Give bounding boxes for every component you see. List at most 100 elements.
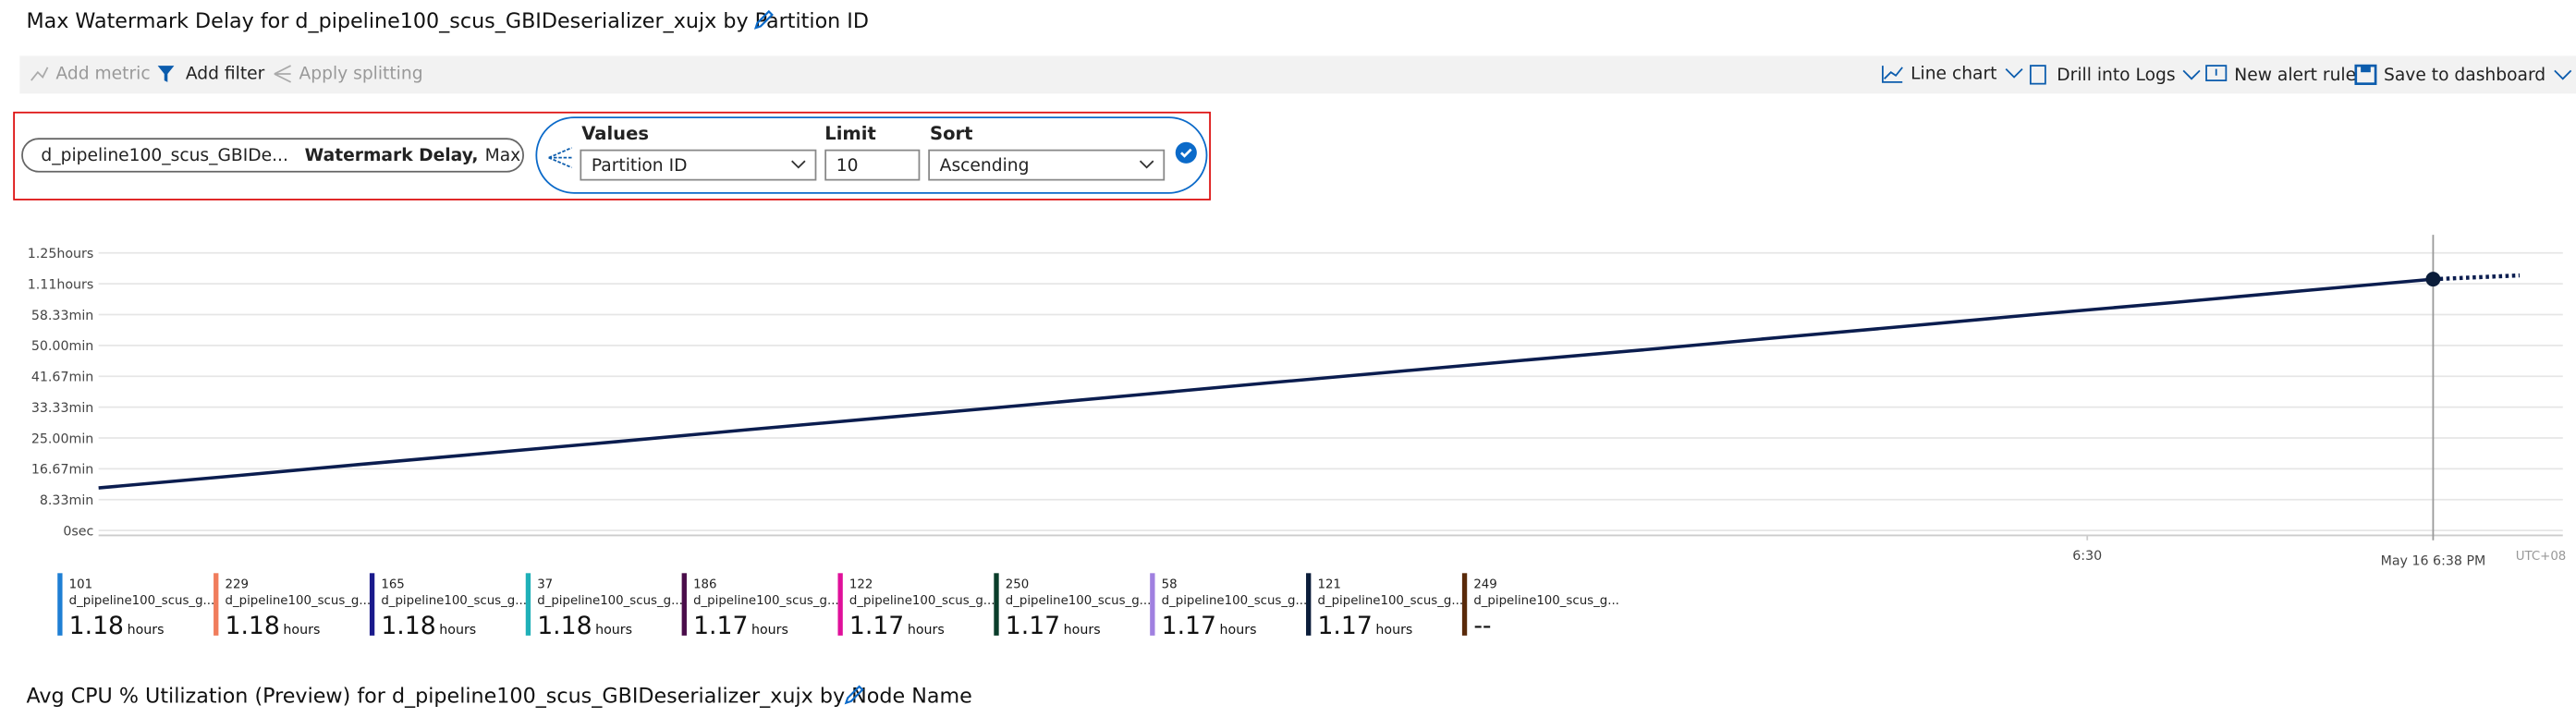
limit-label: Limit	[824, 123, 876, 145]
legend-swatch	[57, 573, 63, 636]
y-tick-label: 41.67min	[31, 371, 93, 385]
legend-unit: hours	[1064, 623, 1101, 638]
select-value: Partition ID	[591, 154, 688, 176]
y-tick-label: 25.00min	[31, 431, 93, 446]
y-tick-label: 8.33min	[40, 493, 93, 508]
apply-splitting[interactable]: Apply splitting	[273, 64, 423, 84]
button-label: Add metric	[55, 64, 151, 84]
legend-value-number: --	[1473, 612, 1491, 640]
legend-swatch	[214, 573, 219, 636]
series-line	[98, 277, 2434, 490]
new-alert-rule[interactable]: New alert rule	[2204, 64, 2356, 85]
limit-input[interactable]: 10	[824, 149, 921, 181]
legend-item: 250 d_pipeline100_scus_g... 1.17 hours	[994, 573, 1151, 640]
legend-id: 165	[381, 577, 404, 591]
y-tick-label: 1.25hours	[28, 247, 94, 261]
button-label: Line chart	[1911, 64, 1997, 84]
legend-unit: hours	[1375, 623, 1412, 638]
values-select[interactable]: Partition ID	[580, 149, 817, 181]
sort-label: Sort	[930, 123, 973, 145]
button-label: Save to dashboard	[2384, 65, 2546, 85]
input-value: 10	[836, 154, 859, 176]
legend-value-number: 1.17	[1162, 612, 1216, 640]
legend-id: 229	[226, 577, 249, 591]
legend-value-number: 1.18	[226, 612, 280, 640]
legend-value: 1.17 hours	[1006, 612, 1101, 640]
legend-resource: d_pipeline100_scus_g...	[1162, 594, 1308, 608]
legend-unit: hours	[908, 623, 945, 638]
chart: 0sec 8.33min 16.67min 25.00min 33.33min 41.67…	[28, 235, 2567, 640]
button-label: Apply splitting	[299, 64, 423, 84]
splitting-pill	[535, 116, 1208, 194]
legend-id: 121	[1317, 577, 1340, 591]
legend-item: 101 d_pipeline100_scus_g... 1.18 hours	[57, 573, 214, 640]
legend-resource: d_pipeline100_scus_g...	[537, 594, 683, 608]
save-to-dashboard[interactable]: Save to dashboard	[2354, 64, 2572, 85]
legend-swatch	[994, 573, 999, 636]
cursor-label: May 16 6:38 PM	[2381, 553, 2486, 568]
edit-icon[interactable]	[843, 683, 866, 706]
legend-resource: d_pipeline100_scus_g...	[849, 594, 995, 608]
legend-unit: hours	[1220, 623, 1257, 638]
legend-value-number: 1.17	[1317, 612, 1372, 640]
legend-resource: d_pipeline100_scus_g...	[226, 594, 372, 608]
legend-value: 1.17 hours	[693, 612, 788, 640]
legend-id: 250	[1006, 577, 1029, 591]
legend-id: 249	[1473, 577, 1496, 591]
legend-id: 186	[693, 577, 716, 591]
add-filter[interactable]: Add filter	[156, 64, 265, 84]
legend-value: 1.17 hours	[1162, 612, 1257, 640]
legend-swatch	[1306, 573, 1312, 636]
legend-item: 122 d_pipeline100_scus_g... 1.17 hours	[837, 573, 995, 640]
legend-item: 37 d_pipeline100_scus_g... 1.18 hours	[525, 573, 683, 640]
legend-resource: d_pipeline100_scus_g...	[1473, 594, 1619, 608]
legend-item: 58 d_pipeline100_scus_g... 1.17 hours	[1150, 573, 1307, 640]
y-tick-label: 33.33min	[31, 401, 93, 416]
highlight-box	[13, 111, 1211, 201]
legend-resource: d_pipeline100_scus_g...	[693, 594, 839, 608]
metric-aggregation: Max	[484, 145, 521, 165]
legend-swatch	[681, 573, 687, 636]
legend-value: 1.18 hours	[381, 612, 476, 640]
legend-item: 165 d_pipeline100_scus_g... 1.18 hours	[369, 573, 527, 640]
legend-value-number: 1.18	[537, 612, 592, 640]
chart-title: Max Watermark Delay for d_pipeline100_sc…	[26, 7, 869, 33]
edit-icon[interactable]	[752, 8, 775, 31]
legend-value-number: 1.17	[693, 612, 748, 640]
legend-resource: d_pipeline100_scus_g...	[69, 594, 215, 608]
legend-swatch	[369, 573, 375, 636]
legend-swatch	[525, 573, 531, 636]
legend-value: 1.17 hours	[849, 612, 945, 640]
apply-check[interactable]	[1175, 141, 1198, 164]
button-label: Add filter	[185, 64, 265, 84]
metric-pill[interactable]: d_pipeline100_scus_GBIDe... Watermark De…	[21, 138, 524, 173]
button-label: New alert rule	[2234, 65, 2357, 85]
legend-value: 1.17 hours	[1317, 612, 1412, 640]
timezone-label: UTC+08	[2516, 550, 2567, 564]
cursor-point	[2425, 272, 2441, 287]
legend-id: 101	[69, 577, 92, 591]
legend-swatch	[837, 573, 843, 636]
sort-select[interactable]: Ascending	[928, 149, 1166, 181]
legend-item: 121 d_pipeline100_scus_g... 1.17 hours	[1306, 573, 1463, 640]
legend-value-number: 1.17	[849, 612, 904, 640]
values-label: Values	[581, 123, 649, 145]
legend-unit: hours	[283, 623, 320, 638]
y-tick-label: 50.00min	[31, 339, 93, 354]
legend-unit: hours	[128, 623, 165, 638]
legend-id: 122	[849, 577, 873, 591]
y-tick-label: 16.67min	[31, 463, 93, 478]
y-tick-label: 58.33min	[31, 309, 93, 323]
legend-value-number: 1.18	[381, 612, 435, 640]
legend-unit: hours	[595, 623, 632, 638]
legend-id: 37	[537, 577, 553, 591]
legend-swatch	[1150, 573, 1155, 636]
legend-unit: hours	[439, 623, 476, 638]
legend-value: --	[1473, 612, 1491, 640]
series-line	[2433, 273, 2521, 282]
drill-into-logs[interactable]: Drill into Logs	[2027, 64, 2202, 85]
line-chart[interactable]: Line chart	[1881, 64, 2023, 84]
metric-resource: d_pipeline100_scus_GBIDe...	[41, 145, 288, 165]
add-metric[interactable]: Add metric	[30, 64, 151, 84]
